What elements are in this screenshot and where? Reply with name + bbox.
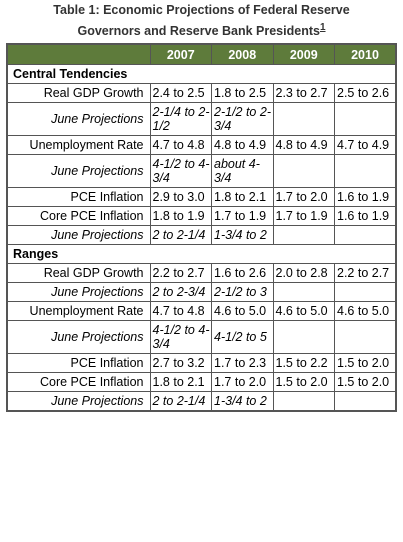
- data-row: June Projections 2 to 2-3/4 2-1/2 to 3: [6, 282, 397, 303]
- row-label: Core PCE Inflation: [6, 372, 151, 393]
- value-cell: 4.6 to 5.0: [211, 301, 274, 322]
- row-label: June Projections: [6, 282, 151, 303]
- value-cell: 1.8 to 2.1: [149, 372, 212, 393]
- value-cell: 2 to 2-3/4: [149, 282, 212, 303]
- row-label: PCE Inflation: [6, 187, 151, 208]
- value-cell: 4-1/2 to 4-3/4: [149, 320, 212, 355]
- header-row: 2007 2008 2009 2010: [6, 43, 397, 66]
- value-cell: 2 to 2-1/4: [149, 225, 212, 246]
- section-title: Ranges: [6, 244, 397, 265]
- value-cell: 2.4 to 2.5: [149, 83, 212, 104]
- value-cell: 1.7 to 2.0: [211, 372, 274, 393]
- value-cell: 2.2 to 2.7: [149, 263, 212, 284]
- value-cell: 2-1/2 to 2-3/4: [211, 102, 274, 137]
- projections-table: 2007 2008 2009 2010 Central Tendencies Real …: [6, 43, 397, 413]
- value-cell: 2-1/4 to 2-1/2: [149, 102, 212, 137]
- data-row: PCE Inflation 2.7 to 3.2 1.7 to 2.3 1.5 to …: [6, 353, 397, 374]
- page: Table 1: Economic Projections of Federal…: [6, 2, 397, 413]
- data-row: Unemployment Rate 4.7 to 4.8 4.8 to 4.9 4.8…: [6, 135, 397, 156]
- value-cell: 4.8 to 4.9: [272, 135, 335, 156]
- value-cell: 4.8 to 4.9: [211, 135, 274, 156]
- data-row: Real GDP Growth 2.4 to 2.5 1.8 to 2.5 2.3 t…: [6, 83, 397, 104]
- value-cell: [272, 282, 335, 303]
- value-cell: 1.8 to 2.5: [211, 83, 274, 104]
- value-cell: 1-3/4 to 2: [211, 391, 274, 412]
- value-cell: 4.6 to 5.0: [272, 301, 335, 322]
- row-label: Unemployment Rate: [6, 135, 151, 156]
- data-row: June Projections 2 to 2-1/4 1-3/4 to 2: [6, 225, 397, 246]
- value-cell: 1.5 to 2.0: [272, 372, 335, 393]
- data-row: PCE Inflation 2.9 to 3.0 1.8 to 2.1 1.7 to …: [6, 187, 397, 208]
- value-cell: 4.6 to 5.0: [334, 301, 397, 322]
- value-cell: 1.7 to 1.9: [272, 206, 335, 227]
- value-cell: 1.5 to 2.0: [334, 372, 397, 393]
- value-cell: [334, 225, 397, 246]
- value-cell: 1.8 to 1.9: [149, 206, 212, 227]
- value-cell: 1.6 to 1.9: [334, 206, 397, 227]
- value-cell: [334, 320, 397, 355]
- row-label: Core PCE Inflation: [6, 206, 151, 227]
- value-cell: 2.5 to 2.6: [334, 83, 397, 104]
- data-row: Real GDP Growth 2.2 to 2.7 1.6 to 2.6 2.0 t…: [6, 263, 397, 284]
- value-cell: [272, 102, 335, 137]
- data-row: Unemployment Rate 4.7 to 4.8 4.6 to 5.0 4.6…: [6, 301, 397, 322]
- value-cell: 2.9 to 3.0: [149, 187, 212, 208]
- value-cell: 1.6 to 2.6: [211, 263, 274, 284]
- value-cell: [334, 282, 397, 303]
- section-title: Central Tendencies: [6, 64, 397, 85]
- section-row: Ranges: [6, 244, 397, 265]
- table-title: Table 1: Economic Projections of Federal…: [6, 2, 397, 40]
- header-corner: [6, 43, 151, 66]
- value-cell: 1.5 to 2.0: [334, 353, 397, 374]
- value-cell: [272, 154, 335, 189]
- value-cell: 4.7 to 4.8: [149, 135, 212, 156]
- row-label: June Projections: [6, 391, 151, 412]
- year-header: 2008: [211, 43, 274, 66]
- value-cell: [334, 102, 397, 137]
- footnote-link[interactable]: 1: [319, 22, 326, 33]
- data-row: Core PCE Inflation 1.8 to 2.1 1.7 to 2.0 1.…: [6, 372, 397, 393]
- value-cell: 2.0 to 2.8: [272, 263, 335, 284]
- value-cell: about 4-3/4: [211, 154, 274, 189]
- value-cell: 2 to 2-1/4: [149, 391, 212, 412]
- data-row: Core PCE Inflation 1.8 to 1.9 1.7 to 1.9 1.…: [6, 206, 397, 227]
- title-text: Table 1: Economic Projections of Federal…: [53, 3, 350, 39]
- row-label: June Projections: [6, 154, 151, 189]
- data-row: June Projections 2 to 2-1/4 1-3/4 to 2: [6, 391, 397, 412]
- row-label: June Projections: [6, 102, 151, 137]
- value-cell: 2.7 to 3.2: [149, 353, 212, 374]
- row-label: June Projections: [6, 225, 151, 246]
- value-cell: 1.8 to 2.1: [211, 187, 274, 208]
- value-cell: 4.7 to 4.9: [334, 135, 397, 156]
- row-label: Unemployment Rate: [6, 301, 151, 322]
- year-header: 2010: [334, 43, 397, 66]
- value-cell: [272, 391, 335, 412]
- value-cell: 4-1/2 to 5: [211, 320, 274, 355]
- value-cell: 1.5 to 2.2: [272, 353, 335, 374]
- data-row: June Projections 2-1/4 to 2-1/2 2-1/2 to 2…: [6, 102, 397, 137]
- value-cell: [334, 154, 397, 189]
- row-label: June Projections: [6, 320, 151, 355]
- value-cell: [272, 320, 335, 355]
- year-header: 2009: [272, 43, 335, 66]
- value-cell: [334, 391, 397, 412]
- year-header: 2007: [149, 43, 212, 66]
- section-row: Central Tendencies: [6, 64, 397, 85]
- row-label: PCE Inflation: [6, 353, 151, 374]
- value-cell: 2-1/2 to 3: [211, 282, 274, 303]
- row-label: Real GDP Growth: [6, 263, 151, 284]
- value-cell: 2.3 to 2.7: [272, 83, 335, 104]
- row-label: Real GDP Growth: [6, 83, 151, 104]
- value-cell: 1.6 to 1.9: [334, 187, 397, 208]
- data-row: June Projections 4-1/2 to 4-3/4 about 4-3/…: [6, 154, 397, 189]
- data-row: June Projections 4-1/2 to 4-3/4 4-1/2 to 5: [6, 320, 397, 355]
- value-cell: 1.7 to 2.3: [211, 353, 274, 374]
- value-cell: 1.7 to 1.9: [211, 206, 274, 227]
- value-cell: [272, 225, 335, 246]
- value-cell: 1.7 to 2.0: [272, 187, 335, 208]
- value-cell: 4-1/2 to 4-3/4: [149, 154, 212, 189]
- value-cell: 4.7 to 4.8: [149, 301, 212, 322]
- value-cell: 2.2 to 2.7: [334, 263, 397, 284]
- value-cell: 1-3/4 to 2: [211, 225, 274, 246]
